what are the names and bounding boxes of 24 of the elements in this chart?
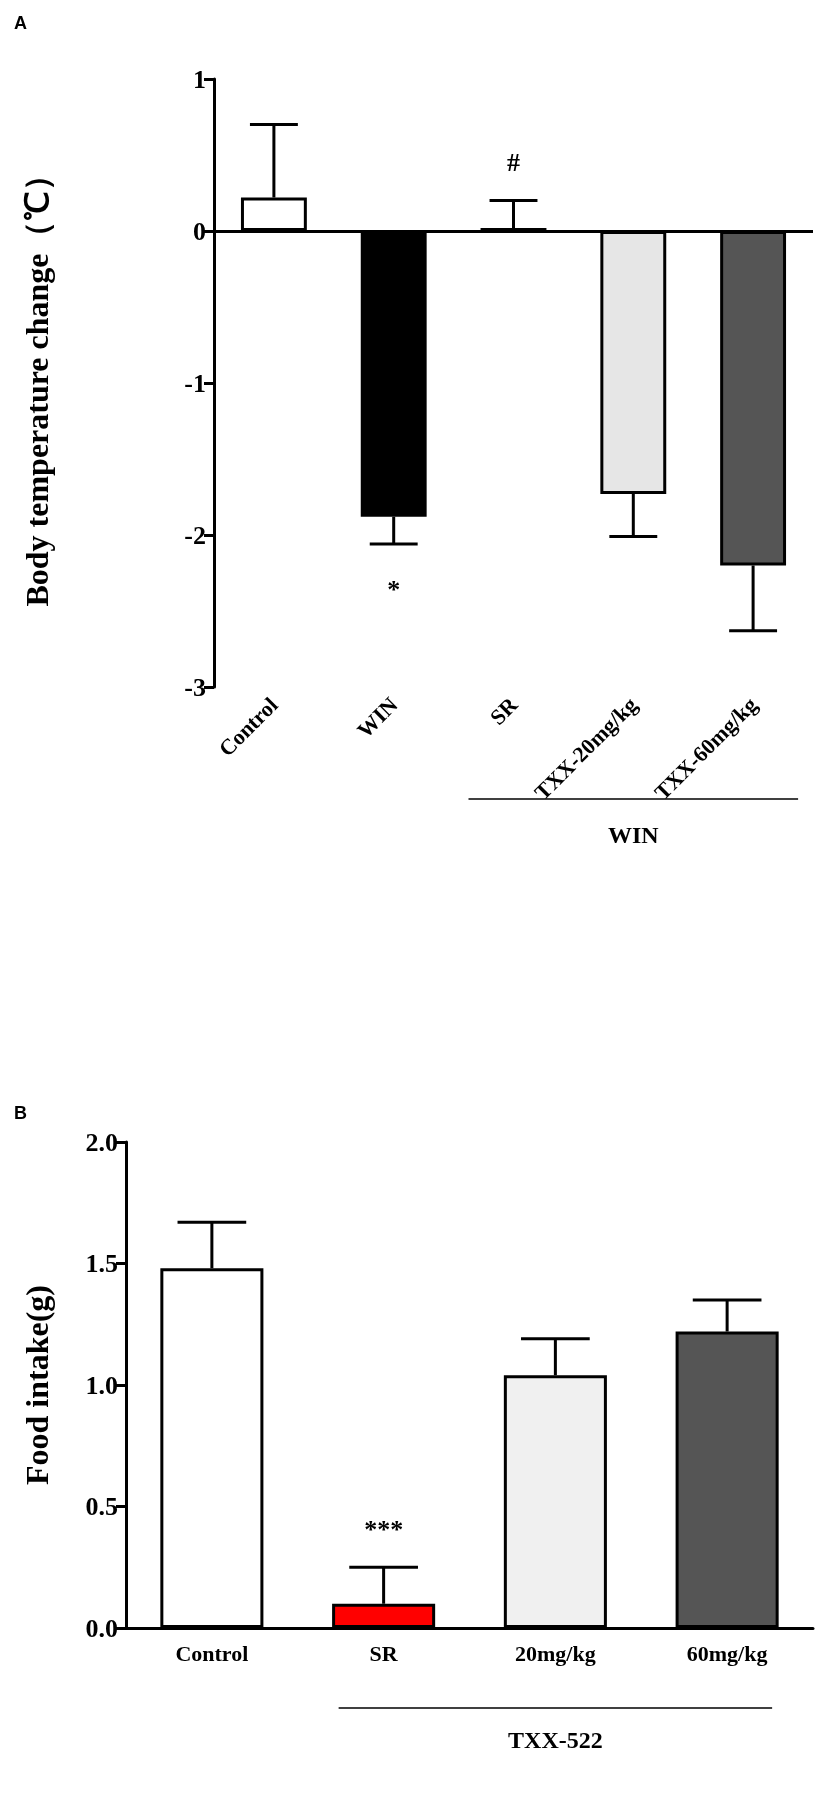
y-tick-label: 1.0 xyxy=(85,1370,118,1400)
text: TXX-522 xyxy=(508,1727,603,1753)
annotation: * xyxy=(387,574,401,604)
y-tick-label: 2.0 xyxy=(85,1127,118,1157)
annotation: *** xyxy=(364,1514,404,1544)
x-tick-label: 60mg/kg xyxy=(686,1640,768,1666)
y-tick-label: 0 xyxy=(193,216,206,246)
x-tick-label: SR xyxy=(484,691,524,730)
y-tick-label: 0.5 xyxy=(85,1492,118,1521)
text: A xyxy=(14,13,27,33)
y-tick-label: -1 xyxy=(184,368,206,398)
y-axis-title: Body temperature change（℃） xyxy=(19,159,55,607)
x-tick-label: 20mg/kg xyxy=(515,1640,596,1666)
y-tick-label: 1.5 xyxy=(85,1249,118,1278)
x-tick-label: Control xyxy=(175,1640,249,1666)
x-tick-label: SR xyxy=(369,1640,399,1666)
y-tick-label: 1 xyxy=(193,64,206,94)
text: B xyxy=(14,1103,27,1123)
y-tick-label: -2 xyxy=(184,520,206,550)
y-axis-title: Food intake(g) xyxy=(19,1285,55,1485)
annotation: # xyxy=(507,148,520,178)
y-tick-label: 0.0 xyxy=(85,1613,118,1643)
y-tick-label: -3 xyxy=(184,672,206,702)
text: WIN xyxy=(607,822,660,848)
